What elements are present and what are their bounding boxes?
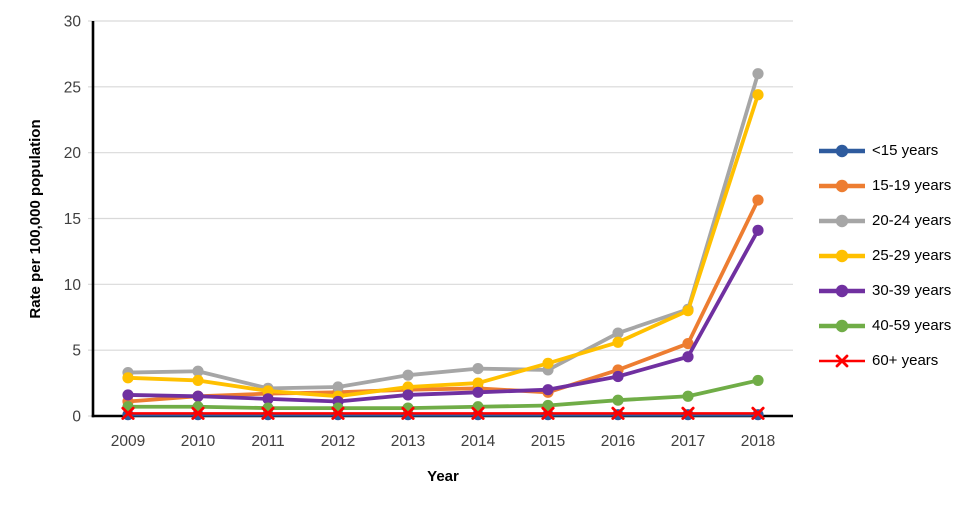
data-point xyxy=(752,68,764,80)
y-axis-tick-label: 25 xyxy=(64,79,81,96)
legend-item-4: 30-39 years xyxy=(816,273,951,308)
x-axis-tick-label: 2012 xyxy=(321,433,355,450)
chart-plot-area: 0 5 10 15 20 25 30 2009 2010 2011 2012 2013 2014 2015… xyxy=(64,14,793,450)
legend-item-1: 15-19 years xyxy=(816,168,951,203)
x-axis-tick-label: 2017 xyxy=(671,433,705,450)
data-point xyxy=(472,363,484,375)
x-axis-tick-label: 2013 xyxy=(391,433,425,450)
series-line-5 xyxy=(126,378,760,411)
series-line-3 xyxy=(126,92,760,399)
data-point xyxy=(402,369,414,381)
data-point-x xyxy=(121,406,135,420)
data-point xyxy=(542,357,554,369)
x-axis-tick-label: 2015 xyxy=(531,433,565,450)
legend-line-marker-icon xyxy=(819,249,865,262)
data-point xyxy=(612,394,624,406)
series-line-1 xyxy=(126,198,760,404)
y-axis-title: Rate per 100,000 population xyxy=(27,119,44,318)
x-axis-tick-label: 2018 xyxy=(741,433,775,450)
legend-label: 25-29 years xyxy=(872,247,952,264)
y-axis-tick-label: 20 xyxy=(64,145,82,162)
y-axis-tick-label: 30 xyxy=(64,14,82,31)
data-point xyxy=(752,374,764,387)
data-point xyxy=(682,305,694,317)
legend-line-marker-icon xyxy=(819,144,865,157)
data-point xyxy=(472,386,484,398)
legend-item-2: 20-24 years xyxy=(816,203,951,238)
legend-x-marker-icon xyxy=(819,354,865,367)
data-point xyxy=(402,381,414,393)
data-point-x xyxy=(191,406,205,420)
data-point xyxy=(752,224,764,236)
data-point xyxy=(122,372,134,384)
legend-item-0: <15 years xyxy=(816,133,951,168)
legend-line-marker-icon xyxy=(819,179,865,192)
y-axis-tick-label: 10 xyxy=(64,277,82,294)
data-point-x xyxy=(401,406,415,420)
y-axis-tick-label: 5 xyxy=(72,343,81,360)
legend-label: 40-59 years xyxy=(872,317,952,334)
legend-label: <15 years xyxy=(872,142,939,159)
data-point xyxy=(612,327,624,339)
legend-label: 60+ years xyxy=(872,352,939,369)
x-axis-title: Year xyxy=(427,468,459,485)
series-line-4 xyxy=(126,228,760,404)
legend-label: 30-39 years xyxy=(872,282,952,299)
legend-item-6: 60+ years xyxy=(816,343,951,378)
x-axis-tick-label: 2014 xyxy=(461,433,496,450)
legend-label: 20-24 years xyxy=(872,212,952,229)
data-point-x xyxy=(471,406,485,420)
x-axis-tick-label: 2011 xyxy=(251,433,284,450)
data-point xyxy=(122,389,134,401)
data-point xyxy=(262,385,274,397)
data-point xyxy=(682,390,694,402)
data-point-x xyxy=(261,406,275,420)
data-point-x xyxy=(751,406,765,420)
data-point xyxy=(402,389,414,401)
data-point-x xyxy=(681,406,695,420)
chart-legend: <15 years 15-19 years 20-24 years 25-29 yea… xyxy=(816,133,951,378)
legend-line-marker-icon xyxy=(819,214,865,227)
data-point xyxy=(752,194,764,206)
data-point xyxy=(682,351,694,363)
data-point xyxy=(612,336,624,348)
legend-item-5: 40-59 years xyxy=(816,308,951,343)
legend-line-marker-icon xyxy=(819,319,865,332)
data-point xyxy=(542,399,554,412)
legend-item-3: 25-29 years xyxy=(816,238,951,273)
legend-line-marker-icon xyxy=(819,284,865,297)
data-point xyxy=(262,393,274,405)
data-point xyxy=(192,365,204,377)
data-point xyxy=(472,377,484,389)
data-point xyxy=(192,374,204,387)
data-point-x xyxy=(541,406,555,420)
data-point xyxy=(542,384,554,396)
x-axis-tick-label: 2010 xyxy=(181,433,216,450)
data-point xyxy=(752,89,764,101)
data-point-x xyxy=(611,406,625,420)
data-point xyxy=(682,337,694,350)
data-point xyxy=(612,370,624,383)
x-axis-tick-label: 2016 xyxy=(601,433,635,450)
y-axis-tick-label: 0 xyxy=(72,409,81,426)
x-axis-tick-label: 2009 xyxy=(111,433,145,450)
legend-label: 15-19 years xyxy=(872,177,952,194)
y-axis-tick-label: 15 xyxy=(64,211,81,228)
series-line-2 xyxy=(126,71,760,391)
data-point xyxy=(332,381,344,393)
data-point xyxy=(192,390,204,402)
data-point-x xyxy=(331,406,345,420)
